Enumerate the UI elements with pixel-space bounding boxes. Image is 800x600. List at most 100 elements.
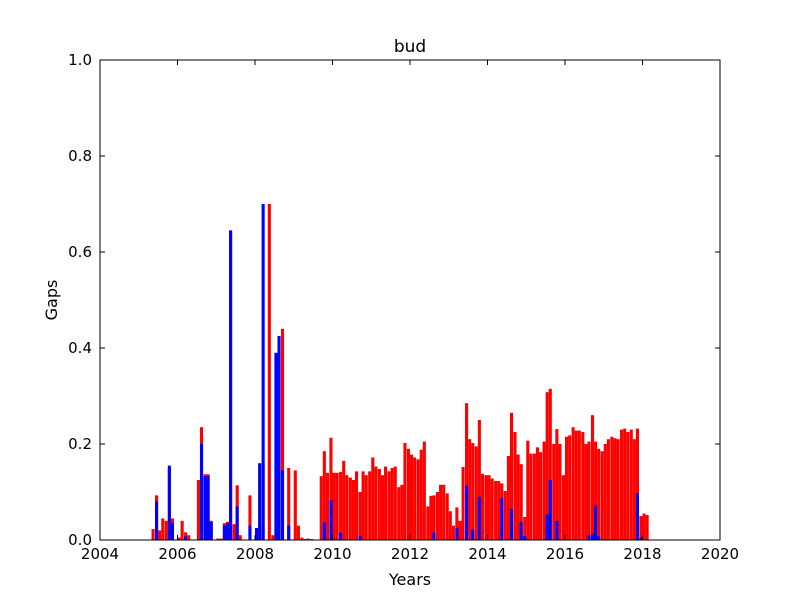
bar-series-2 [523,536,527,540]
bar-series-1 [635,428,640,540]
bar-series-1 [232,524,236,540]
bar-series-1 [406,448,410,540]
bar-series-1 [300,537,304,540]
bar-series-1 [410,454,414,540]
bar-series-1 [374,466,378,540]
bar-series-1 [151,528,155,540]
bar-series-1 [271,535,275,540]
bar-series-1 [416,459,420,540]
bar-series-2 [222,525,226,540]
bar-series-1 [158,530,162,540]
bar-series-1 [322,451,326,540]
y-tick-label: 1.0 [68,51,92,69]
bar-series-1 [584,444,588,540]
bar-series-1 [219,538,223,540]
bar-series-1 [571,427,575,540]
bar-series-1 [196,480,200,540]
bar-series-1 [577,430,581,540]
bar-series-1 [561,475,565,540]
bar-series-2 [258,463,262,540]
bar-series-1 [503,491,507,540]
bar-series-1 [335,472,339,540]
bar-series-1 [568,435,572,540]
x-tick-label: 2004 [81,545,119,563]
bar-series-1 [332,472,336,540]
bar-series-1 [400,484,404,540]
y-tick-label: 0.0 [68,531,92,549]
bar-series-1 [422,441,426,540]
bar-series-1 [620,429,624,540]
bar-series-1 [494,480,498,540]
plot-area [151,204,649,540]
bar-series-2 [261,204,265,540]
bar-series-2 [206,476,210,540]
bar-series-1 [306,538,310,540]
bar-series-1 [461,467,465,540]
bar-series-1 [426,506,430,540]
bar-series-1 [587,441,591,540]
bar-series-1 [419,449,423,540]
bar-series-2 [339,532,343,540]
bar-series-2 [225,523,230,540]
bar-series-2 [477,496,481,540]
bar-series-1 [451,525,455,540]
bar-series-1 [248,495,252,540]
bar-series-1 [465,403,469,540]
bar-series-1 [319,476,323,540]
bar-series-2 [322,522,326,540]
bar-series-2 [203,476,207,540]
bar-series-1 [471,443,475,540]
bar-series-1 [448,511,452,540]
bar-series-2 [274,352,278,540]
bar-series-1 [600,451,604,540]
bar-series-1 [626,432,630,540]
bar-series-1 [539,452,543,540]
bar-series-1 [645,515,649,540]
bar-series-2 [509,508,514,540]
bar-series-1 [519,464,523,540]
bar-series-1 [348,477,352,540]
bar-series-2 [167,465,171,540]
bar-series-1 [603,444,607,540]
y-tick-label: 0.6 [68,243,92,261]
bar-series-1 [380,475,385,540]
bar-series-1 [368,471,372,540]
x-tick-label: 2010 [313,545,351,563]
bar-series-1 [639,516,643,540]
bar-series-1 [487,475,491,540]
bar-series-1 [293,470,297,540]
bar-series-1 [164,520,168,540]
bar-series-1 [393,466,397,540]
x-axis-label: Years [388,570,431,589]
bar-series-1 [484,475,488,540]
bar-series-1 [361,471,365,540]
bar-series-1 [354,471,359,540]
bar-series-1 [435,492,440,540]
bar-series-1 [342,460,346,540]
bar-series-2 [639,537,643,540]
bar-series-1 [532,453,536,540]
bar-series-1 [296,525,300,540]
x-tick-label: 2014 [468,545,506,563]
bar-series-1 [345,475,349,540]
bar-series-2 [548,480,552,540]
bar-series-1 [574,430,578,540]
bar-series-2 [280,470,285,540]
x-tick-label: 2016 [546,545,584,563]
bar-series-1 [216,538,220,540]
bar-series-2 [170,523,175,540]
bar-series-1 [606,439,610,540]
x-axis: 2004 2006 2008 2010 2012 2014 2016 2018 2020 [81,60,739,563]
bar-series-1 [552,444,556,540]
bar-series-2 [455,528,459,540]
bar-series-2 [519,521,523,540]
bar-series-2 [594,505,598,540]
bar-series-1 [429,495,433,540]
bar-series-2 [248,525,252,540]
bar-series-1 [413,457,417,540]
bar-series-1 [594,441,598,540]
bar-series-1 [629,429,633,540]
bar-series-1 [506,456,510,540]
bar-series-1 [403,443,407,540]
bar-series-1 [616,439,620,540]
